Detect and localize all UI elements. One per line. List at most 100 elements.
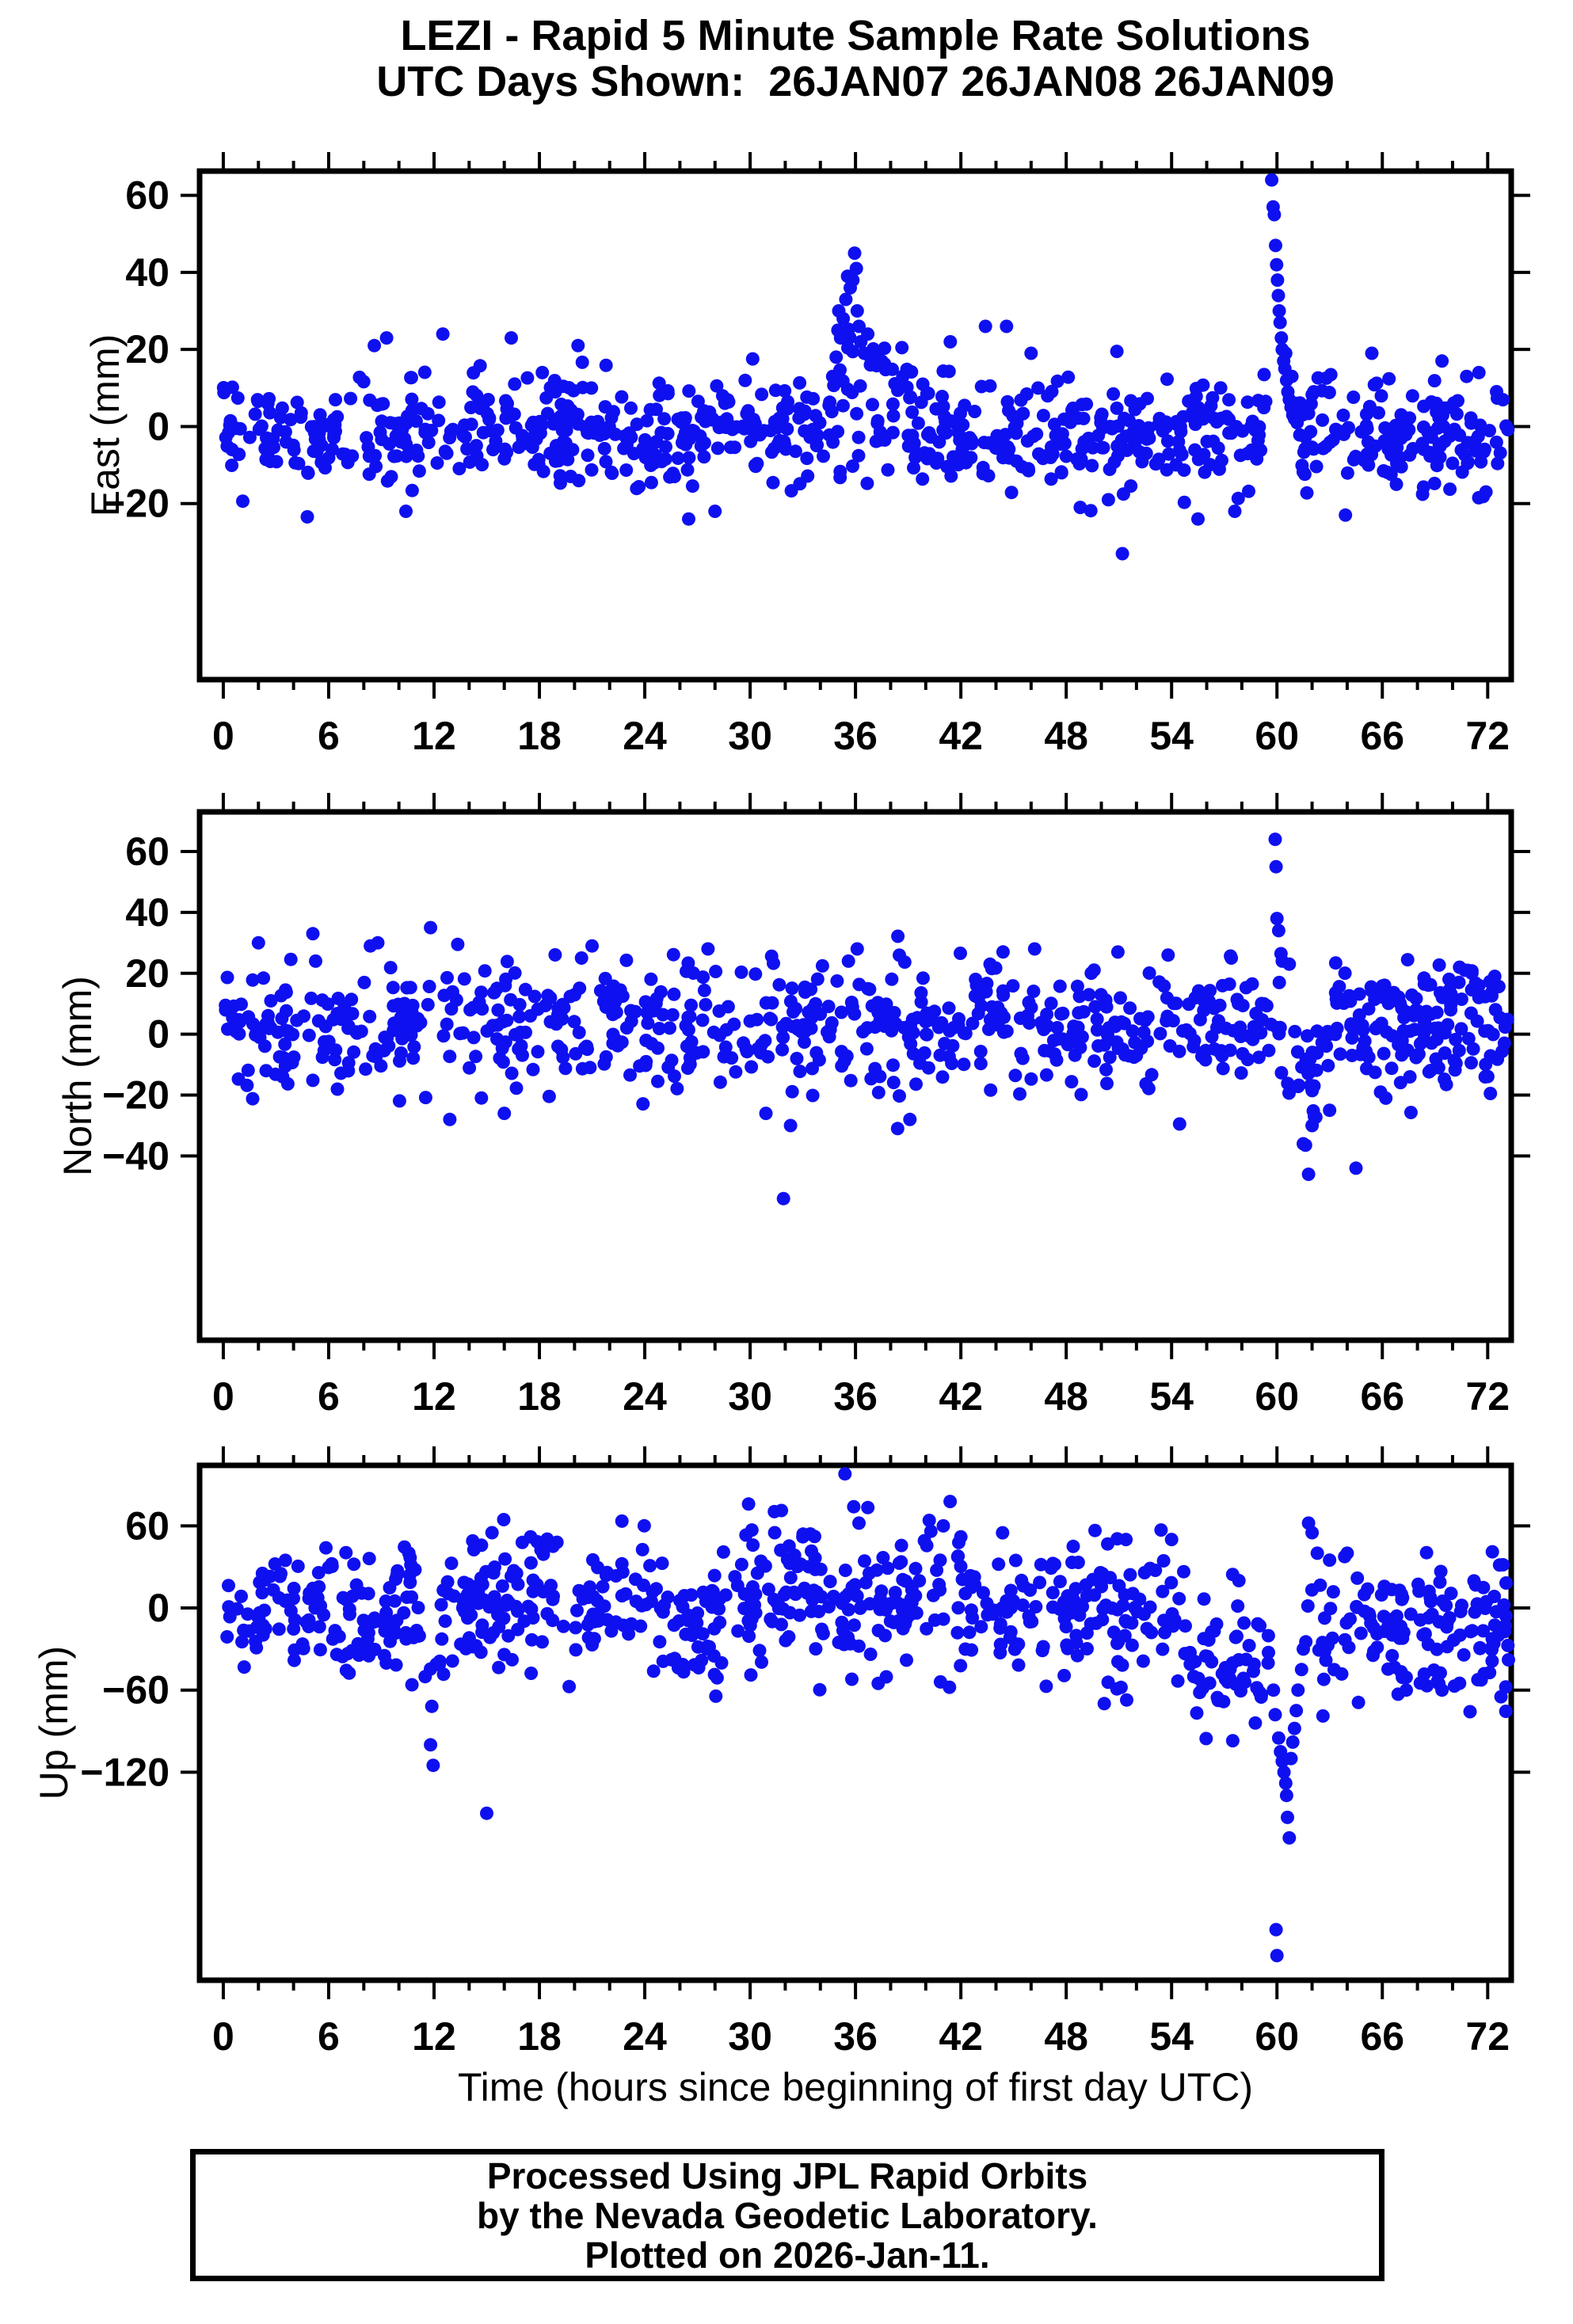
data-point [672, 1594, 687, 1608]
data-point [1009, 426, 1023, 440]
data-point [383, 416, 398, 430]
data-point [898, 1617, 912, 1631]
data-point [1400, 953, 1415, 967]
data-point [647, 436, 661, 450]
data-point [1265, 173, 1279, 187]
data-point [521, 1599, 535, 1613]
data-point [1302, 1065, 1316, 1080]
data-point [237, 1623, 251, 1637]
data-point [1301, 1599, 1315, 1613]
data-point [667, 1618, 681, 1633]
data-point [731, 1624, 745, 1638]
x-tick-label: 54 [1149, 714, 1194, 758]
data-point [1455, 1598, 1468, 1613]
data-point [942, 1001, 956, 1015]
data-point [421, 997, 435, 1012]
data-point [1169, 458, 1183, 472]
data-point [219, 998, 233, 1012]
data-point [1404, 1106, 1418, 1119]
y-tick-label: 20 [125, 327, 169, 371]
x-tick-label: 12 [412, 1374, 456, 1419]
data-point [954, 1659, 968, 1673]
data-point [466, 1000, 480, 1015]
data-point [872, 433, 886, 448]
data-point [641, 1016, 655, 1031]
data-point [744, 1668, 758, 1682]
data-point [249, 1640, 264, 1655]
data-point [1291, 1683, 1305, 1697]
data-point [946, 450, 960, 464]
data-point [1454, 1022, 1468, 1036]
data-point [512, 1042, 526, 1056]
data-point [508, 1599, 523, 1613]
data-point [1301, 1029, 1315, 1043]
data-point [1257, 368, 1271, 382]
data-point [462, 1631, 476, 1645]
data-point [443, 431, 457, 445]
data-point [1328, 1027, 1343, 1042]
data-point [909, 1077, 923, 1092]
data-point [1123, 1568, 1137, 1582]
data-point [1197, 448, 1211, 462]
data-point [313, 408, 327, 422]
data-point [376, 397, 390, 411]
data-point [1487, 970, 1502, 984]
data-point [554, 410, 568, 424]
data-point [1402, 423, 1416, 437]
data-point [879, 1670, 893, 1684]
data-point [1279, 1789, 1293, 1803]
data-point [823, 1575, 837, 1589]
data-point [1130, 1605, 1145, 1619]
data-point [935, 1070, 950, 1084]
data-point [1493, 446, 1507, 460]
data-point [274, 989, 288, 1003]
data-point [871, 1085, 886, 1099]
data-point [721, 393, 735, 407]
data-point [500, 954, 514, 969]
data-point [220, 1630, 234, 1644]
data-point [881, 1561, 895, 1575]
data-point [495, 1579, 509, 1593]
data-point [700, 1642, 714, 1656]
data-point [1394, 408, 1408, 422]
data-point [1240, 1053, 1255, 1067]
data-point [1231, 491, 1245, 505]
data-point [1393, 996, 1407, 1010]
data-point [1476, 1580, 1491, 1594]
data-point [443, 1050, 457, 1064]
data-point [556, 1050, 570, 1065]
data-point [745, 419, 760, 433]
data-point [1198, 465, 1212, 479]
x-tick-label: 24 [623, 714, 667, 758]
data-point [345, 1007, 360, 1021]
data-point [1207, 1042, 1221, 1056]
data-point [411, 1601, 425, 1615]
data-point [1095, 440, 1109, 455]
data-point [1350, 1571, 1365, 1585]
data-point [535, 417, 549, 432]
data-point [914, 995, 928, 1009]
data-point [1048, 1557, 1061, 1572]
data-point [1164, 1575, 1179, 1590]
data-point [886, 397, 900, 411]
data-point [1084, 966, 1099, 981]
data-point [643, 1559, 657, 1573]
data-point [1271, 924, 1285, 938]
data-point [1251, 433, 1265, 448]
data-point [1061, 1641, 1075, 1655]
data-point [1191, 1671, 1205, 1686]
data-point [1230, 1629, 1244, 1644]
data-point [1000, 1024, 1014, 1038]
x-tick-label: 60 [1255, 714, 1299, 758]
data-point [367, 1615, 381, 1629]
data-point [1282, 957, 1297, 971]
data-point [453, 1027, 467, 1041]
data-point [767, 1592, 781, 1606]
data-point [315, 993, 329, 1008]
data-point [929, 402, 943, 416]
data-point [876, 1551, 890, 1564]
data-point [1009, 1640, 1023, 1654]
data-point [1293, 428, 1307, 442]
data-point [1444, 1003, 1458, 1017]
data-point [1049, 1053, 1064, 1067]
